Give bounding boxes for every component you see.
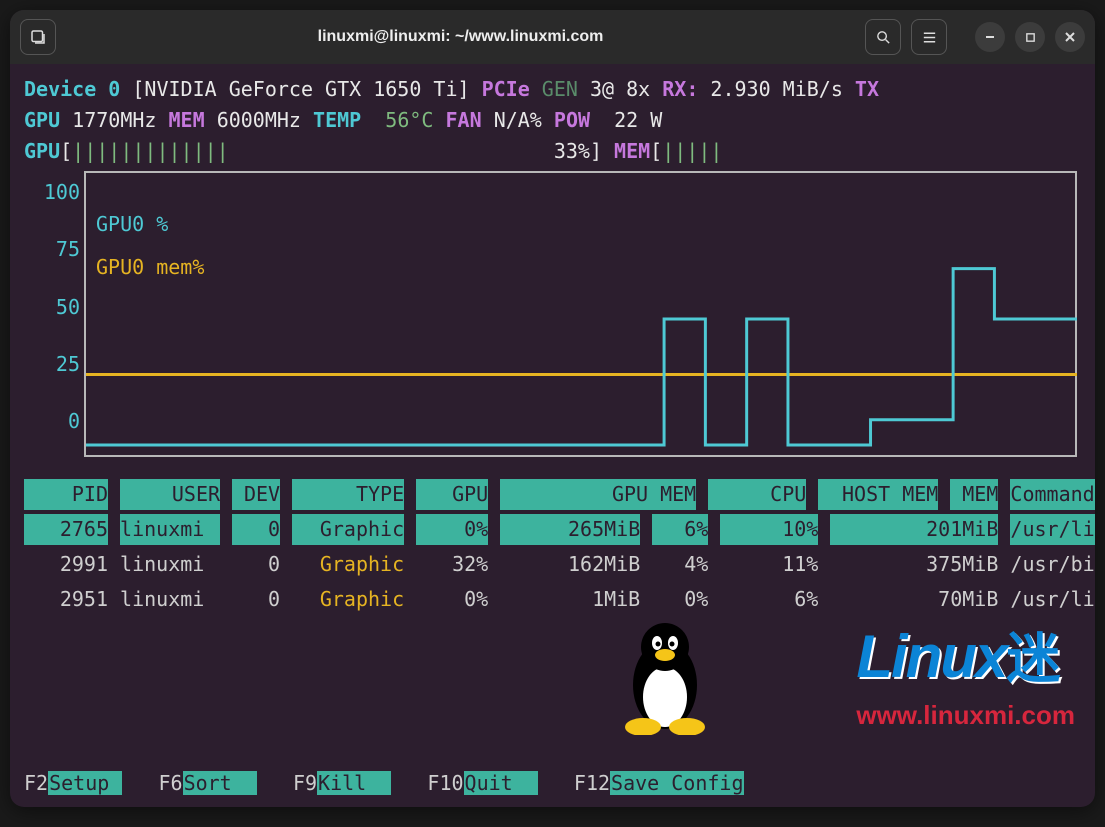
footer: F2Setup F6Sort F9Kill F10Quit F12Save Co… [24,768,1081,799]
window-title: linuxmi@linuxmi: ~/www.linuxmi.com [66,28,855,46]
minimize-button[interactable] [975,22,1005,52]
stats-line: GPU 1770MHz MEM 6000MHz TEMP 56°C FAN N/… [24,105,1081,136]
search-button[interactable] [865,19,901,55]
close-button[interactable] [1055,22,1085,52]
th-cpu: CPU [708,479,806,510]
device-name: [NVIDIA GeForce GTX 1650 Ti] [132,77,469,101]
ylabel-100: 100 [24,177,80,208]
mem-clk-label: MEM [169,108,205,132]
th-cmd: Command [1010,479,1095,510]
chart-area: 100 75 50 25 0 GPU0 % GPU0 mem% [24,171,1081,461]
table-row[interactable]: 2991 linuxmi 0 Graphic 32% 162MiB 4% 11%… [24,549,1081,580]
new-tab-button[interactable] [20,19,56,55]
chart-svg [86,173,1077,455]
gpu-bar-ticks: ||||||||||||| [72,139,229,163]
gpu-clk: 1770MHz [72,108,156,132]
pow-value: 22 W [614,108,662,132]
maximize-button[interactable] [1015,22,1045,52]
temp-value: 56°C [385,108,433,132]
th-user: USER [120,479,220,510]
rx-label: RX: [662,77,698,101]
pcie-label: PCIe [482,77,530,101]
fan-label: FAN [446,108,482,132]
menu-button[interactable] [911,19,947,55]
terminal-window: linuxmi@linuxmi: ~/www.linuxmi.com Devic… [10,10,1095,807]
table-row[interactable]: 2951 linuxmi 0 Graphic 0% 1MiB 0% 6% 70M… [24,584,1081,615]
gpu-clk-label: GPU [24,108,60,132]
ylabel-50: 50 [24,292,80,323]
mem-clk: 6000MHz [217,108,301,132]
th-pid: PID [24,479,108,510]
pcie-gen: 3@ 8x [590,77,650,101]
ylabel-75: 75 [24,234,80,265]
chart-ylabels: 100 75 50 25 0 [24,177,80,437]
bars-line: GPU[||||||||||||| 33%] MEM[||||| 0.5 [24,136,1081,167]
temp-label: TEMP [313,108,361,132]
th-mem2: MEM [950,479,998,510]
th-dev: DEV [232,479,280,510]
ylabel-0: 0 [24,406,80,437]
th-hostmem: HOST MEM [818,479,938,510]
gpu-bar-pct: 33%] [554,139,602,163]
rx-value: 2.930 MiB/s [710,77,842,101]
gpu-bar-label: GPU [24,139,60,163]
pcie-gen-label: GEN [542,77,578,101]
th-gpu: GPU [416,479,488,510]
mem-bar-ticks: ||||| [662,139,722,163]
tux-icon [615,615,715,735]
th-gpumem: GPU MEM [500,479,696,510]
mem-bar-label: MEM [614,139,650,163]
table-row[interactable]: 2765 linuxmi 0 Graphic 0% 265MiB 6% 10% … [24,514,1081,545]
watermark: Linux迷 www.linuxmi.com [856,610,1075,735]
watermark-suffix: 迷 [1006,629,1058,689]
fan-value: N/A% [494,108,542,132]
table-header: PID USER DEV TYPE GPU GPU MEM CPU HOST M… [24,479,1081,510]
terminal-content: Device 0 [NVIDIA GeForce GTX 1650 Ti] PC… [10,64,1095,807]
titlebar: linuxmi@linuxmi: ~/www.linuxmi.com [10,10,1095,64]
process-table: PID USER DEV TYPE GPU GPU MEM CPU HOST M… [24,479,1081,615]
th-type: TYPE [292,479,404,510]
pow-label: POW [554,108,590,132]
watermark-text: Linux [856,623,1006,690]
ylabel-25: 25 [24,349,80,380]
tx-label: TX [855,77,879,101]
device-line: Device 0 [NVIDIA GeForce GTX 1650 Ti] PC… [24,74,1081,105]
device-label: Device 0 [24,77,120,101]
watermark-url: www.linuxmi.com [856,695,1075,735]
